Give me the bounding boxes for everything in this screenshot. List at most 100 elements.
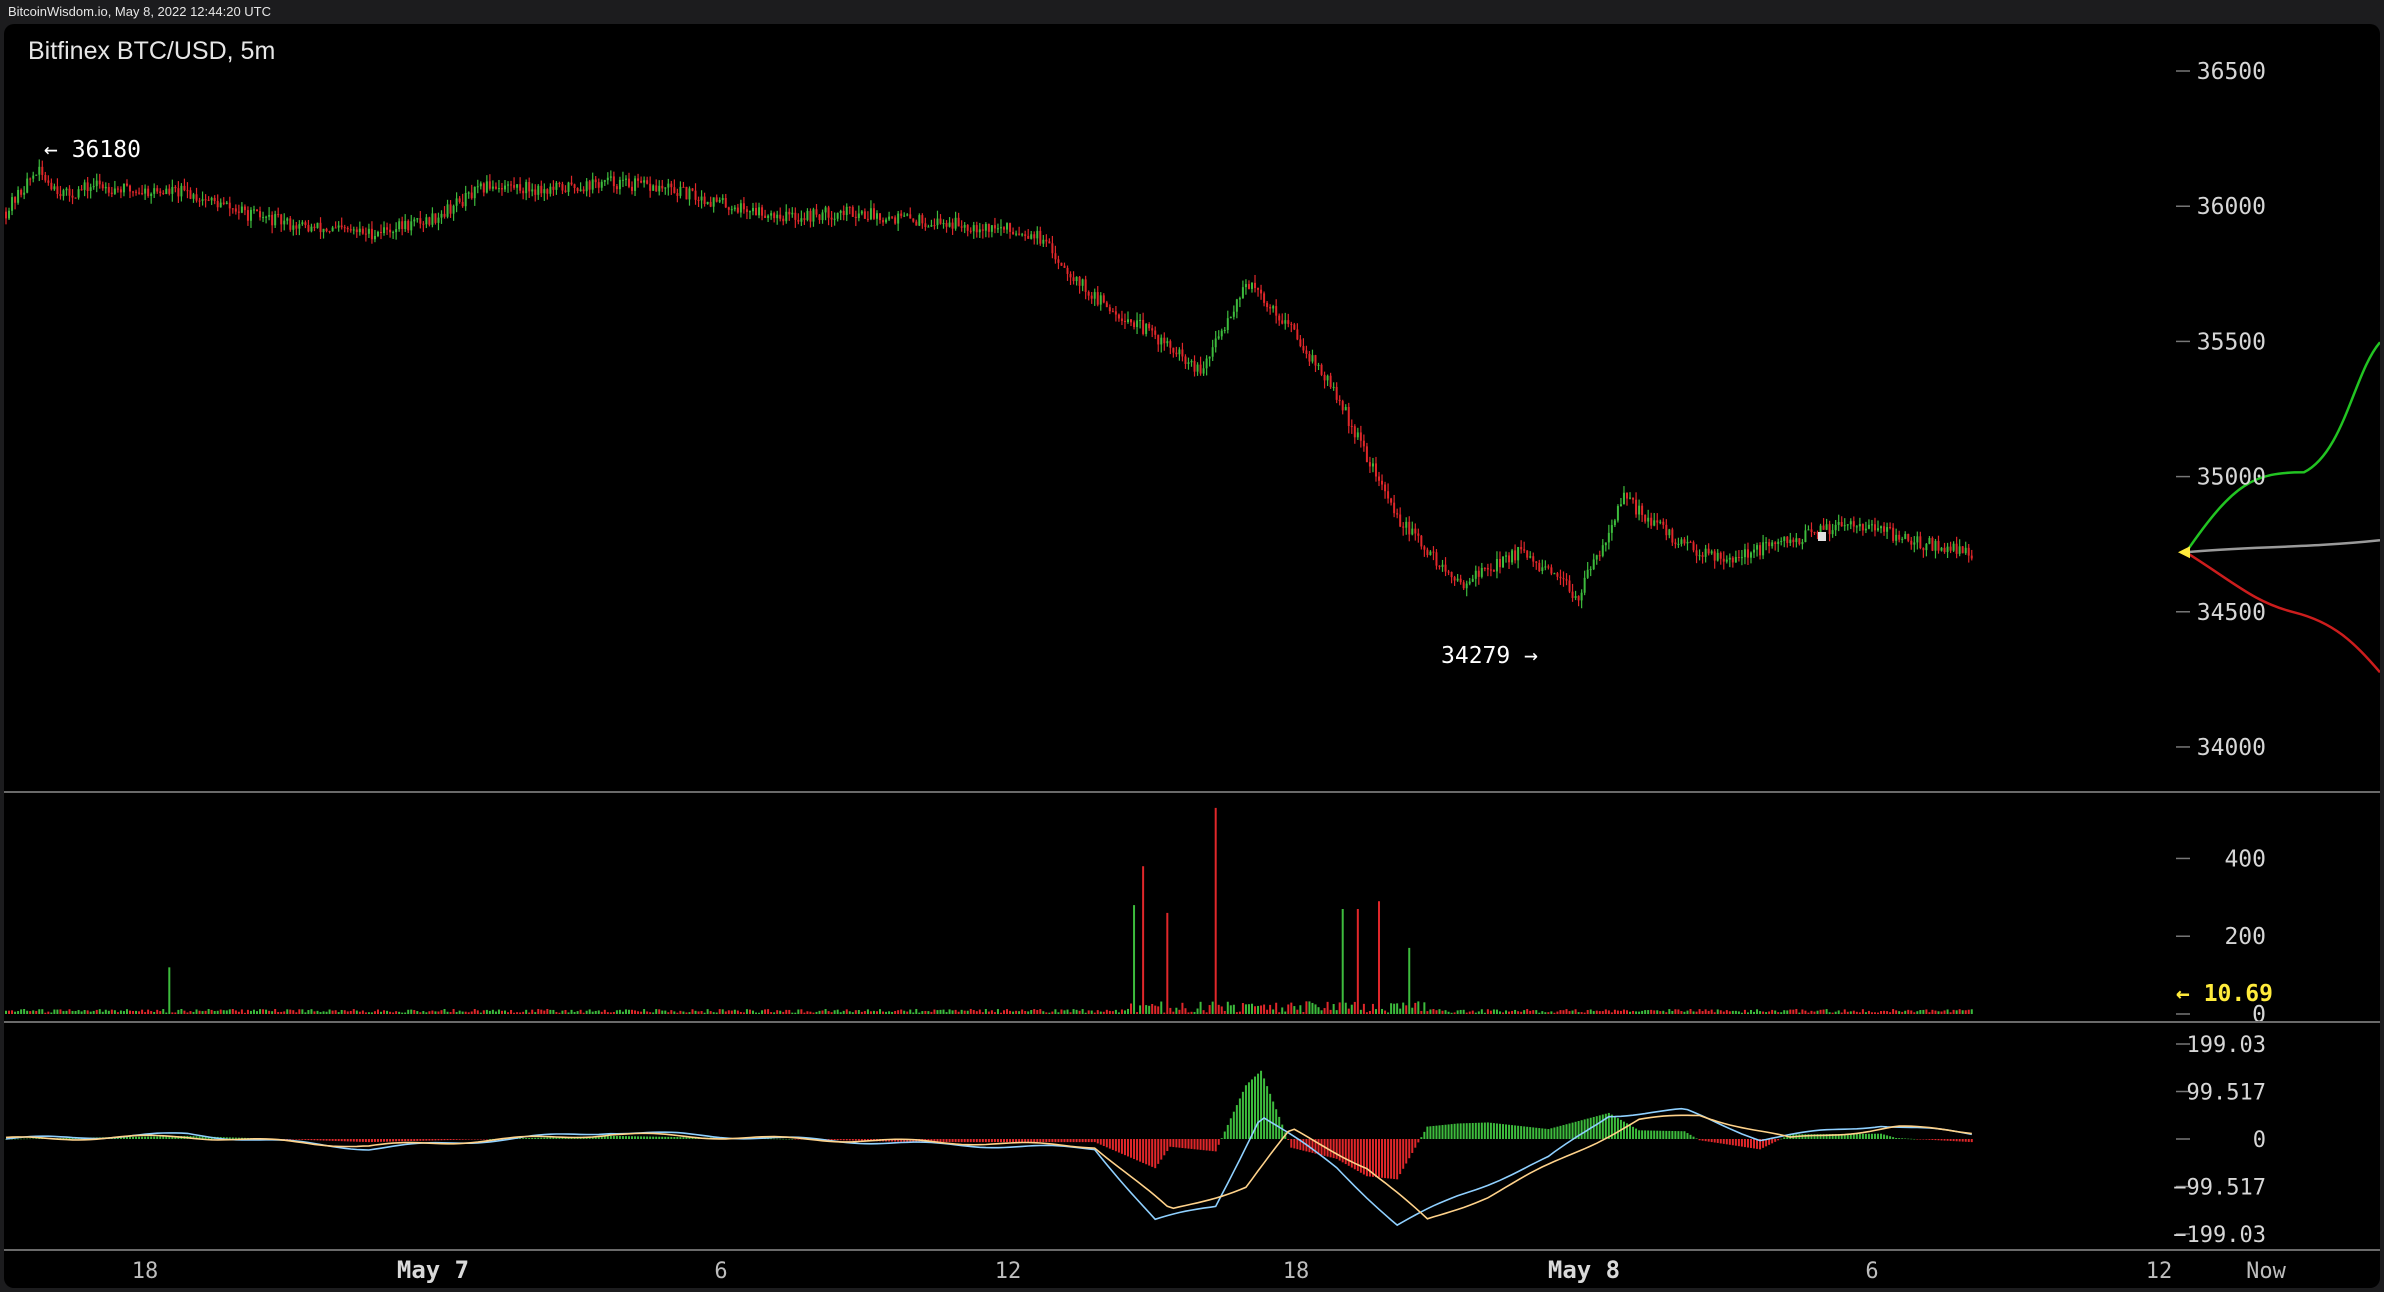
volume-bar <box>47 1011 50 1014</box>
candle-body <box>1338 399 1341 402</box>
macd-histogram-bar <box>1250 1079 1253 1139</box>
volume-bar <box>649 1012 652 1014</box>
candle-body <box>643 180 646 183</box>
candle-body <box>1133 322 1136 328</box>
volume-bar <box>975 1011 978 1014</box>
volume-bar <box>697 1011 700 1014</box>
candle-body <box>1450 571 1453 578</box>
candle-body <box>337 225 340 228</box>
volume-bar <box>1919 1010 1922 1014</box>
candle-body <box>1492 570 1495 572</box>
volume-bar <box>1314 1004 1317 1014</box>
volume-bar <box>141 1009 144 1014</box>
macd-histogram-bar <box>1892 1137 1895 1139</box>
volume-bar <box>1520 1011 1523 1014</box>
candle-body <box>116 188 119 190</box>
candle-body <box>854 216 857 218</box>
candle-body <box>71 195 74 198</box>
macd-histogram-bar <box>525 1138 528 1139</box>
candle-body <box>1719 552 1722 559</box>
candle-body <box>969 230 972 232</box>
candle-body <box>289 218 292 230</box>
volume-bar <box>875 1011 878 1014</box>
macd-histogram-bar <box>141 1136 144 1139</box>
candle-body <box>340 225 343 228</box>
candle-body <box>428 217 431 225</box>
candle-body <box>999 227 1002 229</box>
macd-histogram-bar <box>35 1138 38 1139</box>
candle-body <box>1801 542 1804 545</box>
macd-histogram-bar <box>407 1139 410 1142</box>
volume-bar <box>1178 1009 1181 1014</box>
candle-body <box>201 199 204 201</box>
volume-bar <box>972 1010 975 1014</box>
volume-bar <box>609 1012 612 1014</box>
volume-bar <box>1940 1011 1943 1014</box>
volume-bar <box>1925 1009 1928 1014</box>
macd-histogram-bar <box>1870 1133 1873 1139</box>
macd-histogram-bar <box>304 1139 307 1140</box>
volume-bar <box>588 1009 591 1014</box>
candle-body <box>125 183 128 186</box>
macd-histogram-bar <box>1710 1139 1713 1143</box>
macd-histogram-bar <box>643 1136 646 1139</box>
x-tick-label: 12 <box>2146 1259 2173 1284</box>
candle-body <box>1777 541 1780 544</box>
macd-histogram-bar <box>1568 1123 1571 1139</box>
volume-bar <box>688 1012 691 1014</box>
macd-histogram-bar <box>1320 1139 1323 1156</box>
candle-body <box>1350 425 1353 427</box>
macd-histogram-bar <box>1175 1139 1178 1148</box>
macd-histogram-bar <box>1786 1135 1789 1139</box>
macd-histogram-bar <box>476 1139 479 1140</box>
macd-histogram-bar <box>1042 1139 1045 1143</box>
volume-bar <box>845 1009 848 1014</box>
candle-body <box>1136 320 1139 328</box>
volume-bar <box>1238 1011 1241 1014</box>
candle-body <box>1511 550 1514 563</box>
volume-bar <box>1861 1009 1864 1014</box>
macd-histogram-bar <box>425 1139 428 1141</box>
candle-body <box>564 190 567 192</box>
volume-bar <box>443 1009 446 1014</box>
candle-body <box>231 208 234 210</box>
macd-histogram-bar <box>1562 1125 1565 1139</box>
candle-body <box>1320 364 1323 375</box>
macd-histogram-bar <box>1009 1139 1012 1143</box>
volume-bar <box>256 1011 259 1014</box>
macd-histogram-bar <box>437 1139 440 1141</box>
volume-bar <box>954 1009 957 1014</box>
macd-histogram-bar <box>1117 1139 1120 1153</box>
candle-body <box>1931 538 1934 551</box>
volume-bar <box>11 1010 14 1014</box>
volume-bar <box>1317 1007 1320 1014</box>
candle-body <box>676 193 679 196</box>
candle-body <box>246 210 249 221</box>
chart-canvas[interactable]: 3650036000355003500034500340004002000199… <box>4 24 2380 1288</box>
volume-bar <box>467 1012 470 1014</box>
candle-body <box>440 213 443 218</box>
volume-bar <box>522 1011 525 1014</box>
chart-frame[interactable]: 36500 36000 35500 35000 34500 34000 400 200 0 199… <box>4 24 2380 1288</box>
candle-body <box>319 222 322 233</box>
volume-bar <box>292 1010 295 1014</box>
macd-histogram-bar <box>1840 1133 1843 1139</box>
candle-body <box>1190 360 1193 363</box>
volume-bar <box>537 1009 540 1014</box>
macd-histogram-bar <box>782 1138 785 1140</box>
candle-body <box>1650 517 1653 526</box>
candle-body <box>1359 432 1362 441</box>
volume-bar <box>404 1012 407 1014</box>
candle-body <box>189 190 192 199</box>
macd-histogram-bar <box>1417 1139 1420 1143</box>
macd-histogram-bar <box>1641 1130 1644 1139</box>
candle-body <box>283 220 286 225</box>
volume-bar <box>473 1009 476 1014</box>
volume-bar <box>252 1009 255 1014</box>
volume-bar <box>1892 1009 1895 1014</box>
last-price-marker[interactable] <box>1818 532 1826 541</box>
candle-body <box>1287 320 1290 324</box>
volume-bar <box>107 1010 110 1014</box>
volume-bar <box>918 1012 921 1014</box>
candle-body <box>915 221 918 226</box>
